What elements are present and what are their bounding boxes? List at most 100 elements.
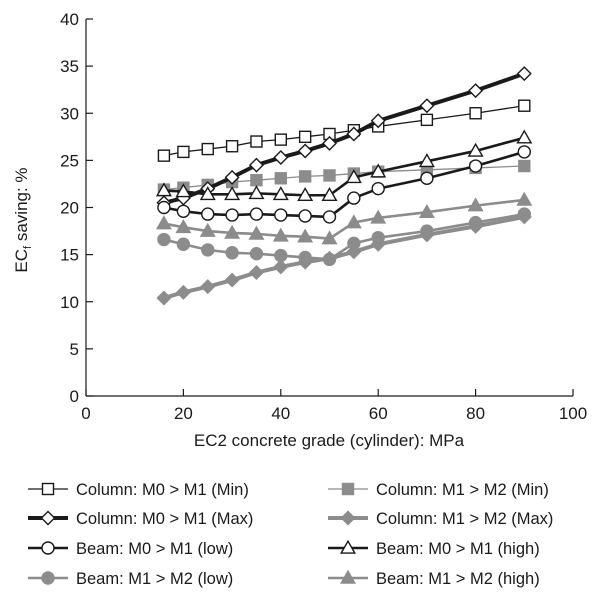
data-point-diamond xyxy=(40,510,56,526)
data-point-circle xyxy=(298,209,312,223)
data-point-circle xyxy=(157,200,171,215)
data-point-circle xyxy=(41,541,55,555)
legend-label: Column: M1 > M2 (Min) xyxy=(376,481,549,499)
legend-item: Beam: M1 > M2 (high) xyxy=(328,569,540,588)
series-layer xyxy=(155,66,533,306)
legend-item: Beam: M0 > M1 (low) xyxy=(28,540,233,558)
data-point-diamond xyxy=(419,98,435,114)
y-tick-label: 35 xyxy=(60,57,79,76)
y-axis-title-rest: saving: % xyxy=(12,167,31,245)
data-point-triangle xyxy=(155,215,172,230)
data-point-diamond xyxy=(248,265,264,281)
y-tick-label: 20 xyxy=(60,199,79,218)
data-point-triangle xyxy=(224,224,241,239)
data-point-circle xyxy=(274,208,288,222)
x-tick-label: 60 xyxy=(369,404,388,423)
legend-item: Beam: M0 > M1 (high) xyxy=(328,539,540,558)
data-point-circle xyxy=(249,207,264,221)
data-point-circle xyxy=(347,236,361,251)
data-point-triangle xyxy=(272,227,289,242)
data-point-triangle xyxy=(418,153,435,168)
data-point-square xyxy=(341,482,355,496)
data-point-triangle xyxy=(516,191,533,206)
data-point-triangle xyxy=(199,186,216,201)
data-point-circle xyxy=(41,571,55,585)
data-point-circle xyxy=(420,171,434,185)
legend-label: Column: M1 > M2 (Max) xyxy=(376,510,553,528)
series-3 xyxy=(156,66,532,211)
data-point-square xyxy=(518,159,531,173)
data-point-triangle xyxy=(248,185,265,200)
data-point-triangle xyxy=(345,214,362,229)
data-point-circle xyxy=(347,191,361,205)
data-point-square xyxy=(274,133,287,146)
data-point-circle xyxy=(420,224,434,238)
data-point-diamond xyxy=(224,169,240,185)
data-point-circle xyxy=(176,237,191,251)
data-point-triangle xyxy=(339,539,357,554)
data-point-triangle xyxy=(321,230,338,245)
series-7 xyxy=(157,207,531,267)
legend-label: Beam: M0 > M1 (high) xyxy=(376,540,540,558)
data-point-triangle xyxy=(339,569,357,584)
data-point-diamond xyxy=(200,279,216,295)
data-point-square xyxy=(323,169,336,182)
y-axis-title-subscript: f xyxy=(22,245,34,249)
data-point-circle xyxy=(176,204,191,218)
data-point-circle xyxy=(517,207,531,221)
x-axis-title: EC2 concrete grade (cylinder): MPa xyxy=(194,431,465,450)
data-point-diamond xyxy=(322,135,337,151)
data-point-triangle xyxy=(516,129,533,144)
legend-label: Column: M0 > M1 (Max) xyxy=(76,510,253,528)
legend-label: Column: M0 > M1 (Min) xyxy=(76,481,249,499)
series-5 xyxy=(157,145,531,224)
data-point-circle xyxy=(517,145,531,159)
data-point-square xyxy=(157,149,171,162)
legend-item: Beam: M1 > M2 (low) xyxy=(28,570,233,588)
data-point-diamond xyxy=(370,113,386,129)
legend-item: Column: M1 > M2 (Max) xyxy=(328,510,553,528)
data-point-triangle xyxy=(321,187,338,202)
data-point-triangle xyxy=(272,186,289,201)
y-axis-title: ECf saving: % xyxy=(12,167,34,272)
data-point-diamond xyxy=(175,284,191,300)
data-point-square xyxy=(298,130,312,144)
legend-label: Beam: M1 > M2 (high) xyxy=(376,570,540,588)
y-tick-label: 15 xyxy=(60,246,79,265)
data-point-square xyxy=(250,173,263,187)
data-point-triangle xyxy=(224,186,241,201)
y-tick-label: 0 xyxy=(70,387,79,406)
y-tick-label: 30 xyxy=(60,104,79,123)
x-tick-label: 20 xyxy=(174,404,193,423)
data-point-circle xyxy=(225,208,239,222)
data-point-diamond xyxy=(273,259,289,275)
data-point-triangle xyxy=(248,225,265,240)
data-point-triangle xyxy=(345,169,362,184)
data-point-square xyxy=(469,107,482,120)
y-tick-label: 10 xyxy=(60,293,79,312)
data-point-square xyxy=(177,145,190,159)
data-point-triangle xyxy=(297,228,314,243)
data-point-triangle xyxy=(175,219,192,234)
data-point-circle xyxy=(322,252,337,267)
data-point-circle xyxy=(274,248,288,263)
y-tick-label: 5 xyxy=(70,340,79,359)
data-point-circle xyxy=(371,230,385,245)
data-point-triangle xyxy=(175,183,192,198)
legend-item: Column: M0 > M1 (Max) xyxy=(28,510,253,528)
data-point-square xyxy=(225,140,239,153)
data-point-circle xyxy=(468,159,483,173)
data-point-diamond xyxy=(340,510,356,526)
series-6 xyxy=(155,129,533,202)
data-point-circle xyxy=(249,246,264,261)
data-point-diamond xyxy=(468,83,484,99)
series-1 xyxy=(157,99,531,162)
x-tick-label: 40 xyxy=(271,404,290,423)
legend-item: Column: M0 > M1 (Min) xyxy=(28,481,249,499)
legend-item: Column: M1 > M2 (Min) xyxy=(328,481,549,499)
axes: 0 5 10 15 20 25 30 35 40 0 20 40 60 80 100 xyxy=(60,10,587,423)
y-tick-label: 25 xyxy=(60,151,79,170)
data-point-circle xyxy=(201,207,215,221)
data-point-diamond xyxy=(346,126,362,142)
